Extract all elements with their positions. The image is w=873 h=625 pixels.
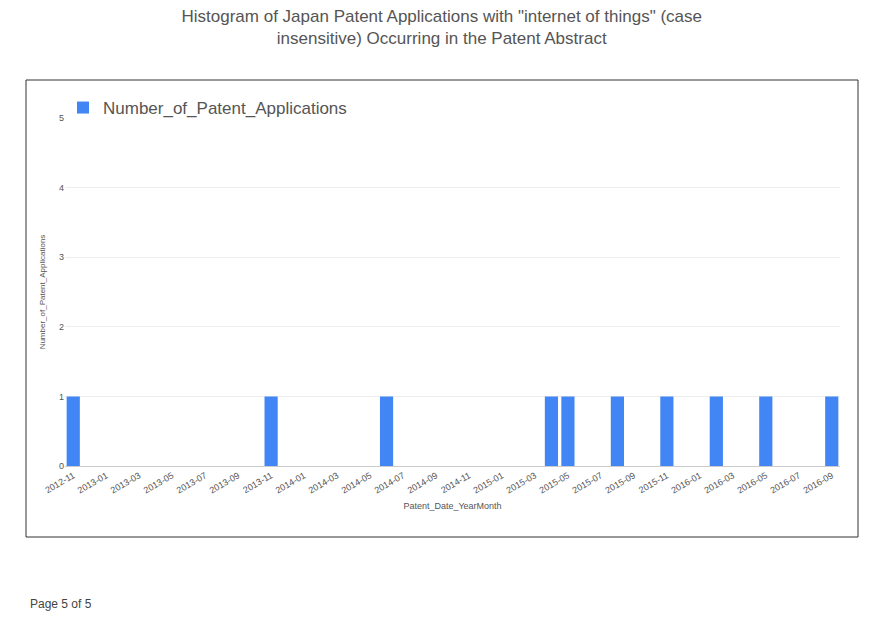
svg-text:Histogram of Japan Patent Appl: Histogram of Japan Patent Applications w…: [182, 7, 702, 48]
svg-text:2015-03: 2015-03: [505, 470, 539, 495]
svg-text:2014-03: 2014-03: [307, 470, 341, 495]
svg-text:2015-01: 2015-01: [472, 470, 506, 495]
svg-text:2013-03: 2013-03: [109, 470, 143, 495]
svg-text:2013-11: 2013-11: [241, 470, 274, 495]
svg-text:2016-07: 2016-07: [768, 470, 802, 495]
svg-text:0: 0: [59, 461, 64, 471]
svg-text:2014-05: 2014-05: [340, 470, 374, 495]
svg-text:2013-09: 2013-09: [208, 470, 242, 495]
svg-text:2013-07: 2013-07: [175, 470, 209, 495]
svg-text:2015-05: 2015-05: [538, 470, 572, 495]
svg-text:2014-01: 2014-01: [274, 470, 308, 495]
svg-text:2014-11: 2014-11: [439, 470, 472, 495]
svg-text:4: 4: [59, 183, 64, 193]
svg-text:2015-11: 2015-11: [637, 470, 670, 495]
svg-text:Number_of_Patent_Applications: Number_of_Patent_Applications: [103, 99, 347, 118]
svg-text:2: 2: [59, 322, 64, 332]
svg-text:2016-05: 2016-05: [735, 470, 769, 495]
svg-text:2016-09: 2016-09: [801, 470, 835, 495]
svg-text:5: 5: [59, 113, 64, 123]
svg-text:1: 1: [59, 392, 64, 402]
svg-text:2015-07: 2015-07: [571, 470, 605, 495]
svg-text:Patent_Date_YearMonth: Patent_Date_YearMonth: [403, 501, 501, 511]
svg-text:2016-03: 2016-03: [702, 470, 736, 495]
svg-text:2013-01: 2013-01: [76, 470, 110, 495]
svg-text:3: 3: [59, 252, 64, 262]
svg-text:Number_of_Patent_Applications: Number_of_Patent_Applications: [38, 235, 47, 350]
svg-text:2012-11: 2012-11: [43, 470, 76, 495]
svg-text:2016-01: 2016-01: [669, 470, 703, 495]
svg-text:2015-09: 2015-09: [604, 470, 638, 495]
svg-text:Page 5 of 5: Page 5 of 5: [30, 597, 92, 611]
svg-text:2014-09: 2014-09: [406, 470, 440, 495]
svg-text:2014-07: 2014-07: [373, 470, 407, 495]
svg-text:2013-05: 2013-05: [142, 470, 176, 495]
